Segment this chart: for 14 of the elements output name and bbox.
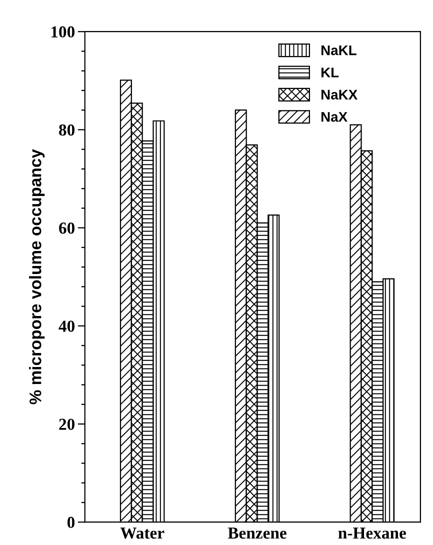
legend-label: NaKL <box>321 46 356 56</box>
x-tick-label: n-Hexane <box>338 528 406 539</box>
y-tick-label: 80 <box>59 124 75 136</box>
y-tick-label: 40 <box>58 320 75 332</box>
x-tick-label: Water <box>120 528 164 539</box>
y-tick-label: 100 <box>51 26 75 38</box>
y-tick-label: 20 <box>59 418 75 430</box>
legend-label: NaX <box>321 112 348 122</box>
legend-label: KL <box>321 68 339 78</box>
y-tick-label: 0 <box>67 516 75 528</box>
y-tick-label: 60 <box>59 222 75 234</box>
y-axis-title: % micropore volume occupancy <box>29 149 45 404</box>
legend-label: NaKX <box>321 90 358 100</box>
x-tick-label: Benzene <box>228 528 286 539</box>
